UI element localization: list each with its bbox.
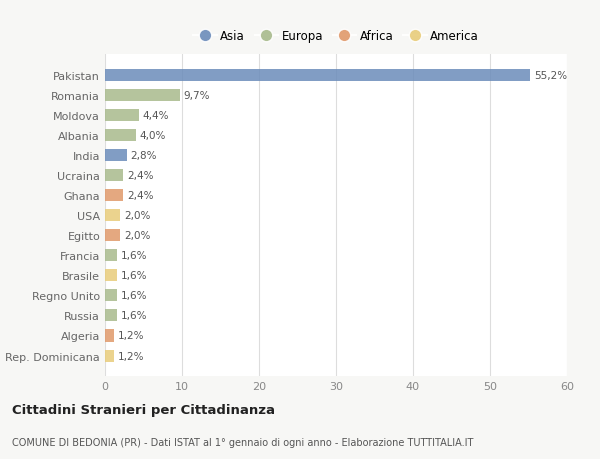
Text: 4,0%: 4,0% xyxy=(140,131,166,141)
Bar xyxy=(105,90,179,102)
Text: COMUNE DI BEDONIA (PR) - Dati ISTAT al 1° gennaio di ogni anno - Elaborazione TU: COMUNE DI BEDONIA (PR) - Dati ISTAT al 1… xyxy=(12,437,473,447)
Text: 55,2%: 55,2% xyxy=(534,71,567,81)
Text: 1,6%: 1,6% xyxy=(121,271,148,281)
Bar xyxy=(105,110,139,122)
Text: 1,2%: 1,2% xyxy=(118,351,145,361)
Bar xyxy=(105,230,121,242)
Text: 2,0%: 2,0% xyxy=(124,211,151,221)
Text: 1,6%: 1,6% xyxy=(121,311,148,321)
Text: 2,4%: 2,4% xyxy=(127,191,154,201)
Bar xyxy=(105,290,118,302)
Text: 1,6%: 1,6% xyxy=(121,291,148,301)
Text: 2,0%: 2,0% xyxy=(124,231,151,241)
Bar xyxy=(105,270,118,282)
Bar xyxy=(105,170,124,182)
Bar xyxy=(105,190,124,202)
Legend: Asia, Europa, Africa, America: Asia, Europa, Africa, America xyxy=(193,30,479,43)
Text: 9,7%: 9,7% xyxy=(184,91,210,101)
Bar xyxy=(105,330,114,342)
Text: 2,4%: 2,4% xyxy=(127,171,154,181)
Bar xyxy=(105,210,121,222)
Bar xyxy=(105,150,127,162)
Bar xyxy=(105,350,114,362)
Text: 1,2%: 1,2% xyxy=(118,331,145,341)
Bar xyxy=(105,250,118,262)
Bar xyxy=(105,310,118,322)
Text: Cittadini Stranieri per Cittadinanza: Cittadini Stranieri per Cittadinanza xyxy=(12,403,275,416)
Bar xyxy=(105,70,530,82)
Text: 4,4%: 4,4% xyxy=(143,111,169,121)
Text: 1,6%: 1,6% xyxy=(121,251,148,261)
Text: 2,8%: 2,8% xyxy=(130,151,157,161)
Bar xyxy=(105,130,136,142)
